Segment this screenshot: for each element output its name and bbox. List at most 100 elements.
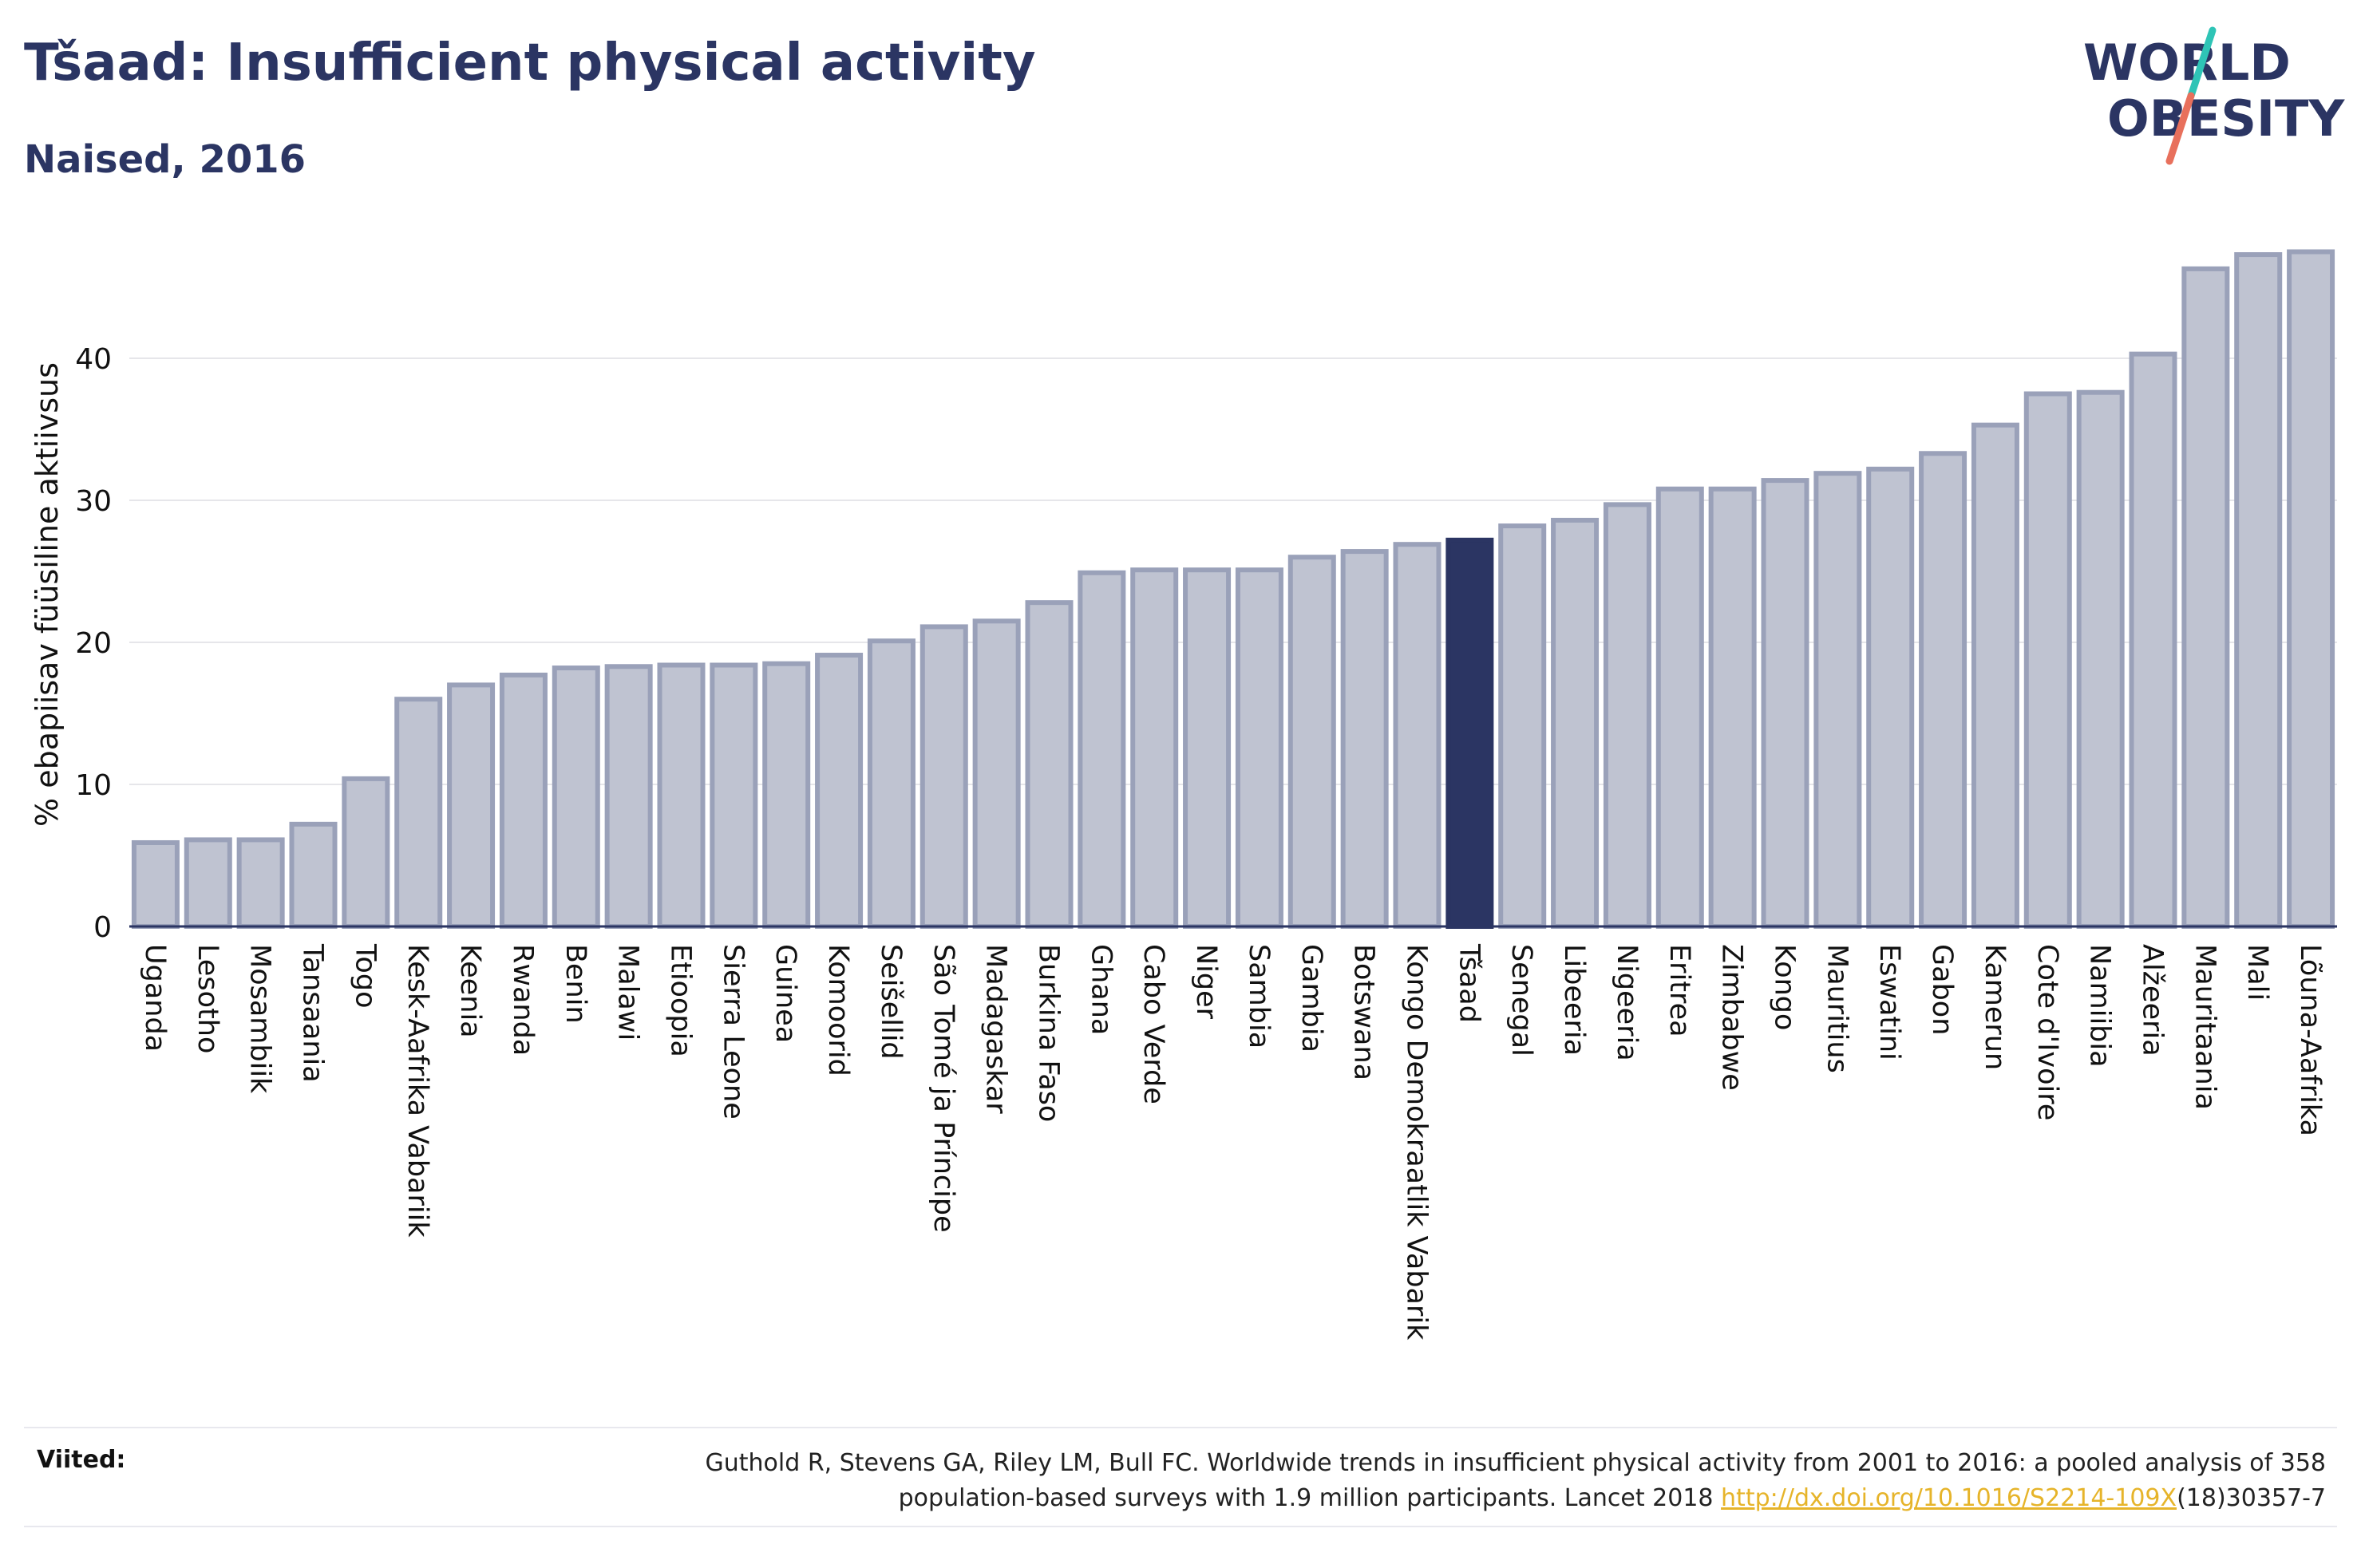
bar-20 xyxy=(1183,567,1232,929)
bar-17 xyxy=(1025,600,1074,929)
sources-citation: Guthold R, Stevens GA, Riley LM, Bull FC… xyxy=(490,1446,2326,1516)
x-tick-label: Cote d'Ivoire xyxy=(2031,944,2063,1120)
bar-40 xyxy=(2234,252,2283,929)
x-tick-label: Niger xyxy=(1190,944,1222,1020)
y-tick-label: 40 xyxy=(75,343,112,376)
bar-38 xyxy=(2129,351,2177,930)
x-tick-label: Tšaad xyxy=(1453,943,1485,1023)
x-tick-label: Zimbabwe xyxy=(1716,944,1748,1091)
logo-line2: OBESITY xyxy=(2107,89,2345,148)
bar-1 xyxy=(184,837,232,930)
x-tick-label: Mali xyxy=(2241,944,2273,1001)
x-tick-labels: Uganda Lesotho Mosambiik Tansaania Togo Kesk-… xyxy=(139,943,2326,1341)
x-tick-label: Namiibia xyxy=(2084,944,2116,1068)
x-tick-label: Sierra Leone xyxy=(717,944,749,1120)
y-tick-label: 20 xyxy=(75,627,112,660)
bar-8 xyxy=(552,666,600,929)
x-tick-label: Rwanda xyxy=(507,944,539,1056)
grid-lines xyxy=(129,357,2337,785)
y-tick-label: 10 xyxy=(75,769,112,802)
bar-39 xyxy=(2181,266,2230,929)
x-tick-label: Mauritaania xyxy=(2189,944,2221,1110)
bar-31 xyxy=(1761,478,1809,929)
bar-5 xyxy=(394,697,443,929)
bar-32 xyxy=(1813,471,1862,929)
bar-16 xyxy=(972,618,1021,929)
x-tick-label: Gambia xyxy=(1295,944,1327,1053)
x-tick-label: Seišellid xyxy=(875,944,907,1060)
bar-6 xyxy=(447,682,496,930)
bar-34 xyxy=(1919,451,1968,929)
bar-13 xyxy=(815,653,864,930)
bar-21 xyxy=(1235,567,1283,929)
x-tick-label: Libeeria xyxy=(1558,944,1590,1056)
bar-29 xyxy=(1655,486,1704,929)
citation-line2: population-based surveys with 1.9 millio… xyxy=(898,1484,1722,1512)
bar-22 xyxy=(1287,555,1336,929)
logo-slash-teal xyxy=(2187,26,2217,100)
citation-line1: Guthold R, Stevens GA, Riley LM, Bull FC… xyxy=(705,1449,2326,1477)
x-tick-label: Eswatini xyxy=(1873,944,1905,1060)
bar-35 xyxy=(1971,422,2019,929)
x-tick-label: Gabon xyxy=(1926,944,1958,1035)
x-tick-label: Alžeeria xyxy=(2137,944,2169,1057)
footer-separator-top xyxy=(24,1427,2337,1428)
x-tick-label: Sambia xyxy=(1243,944,1275,1049)
citation-link[interactable]: http://dx.doi.org/10.1016/S2214-109X xyxy=(1721,1484,2177,1512)
bar-15 xyxy=(919,624,968,929)
x-tick-label: Komoorid xyxy=(822,944,854,1076)
x-tick-label: Lõuna-Aafrika xyxy=(2294,944,2326,1136)
bar-26 xyxy=(1498,523,1547,929)
bar-25 xyxy=(1445,537,1494,930)
x-tick-label: São Tomé ja Príncipe xyxy=(927,944,959,1233)
y-tick-labels: 0 10 20 30 40 xyxy=(75,343,112,944)
bar-chart: 0 10 20 30 40 Uganda Lesotho Mosambiik Tansaani… xyxy=(30,249,2337,1341)
bar-14 xyxy=(867,638,916,929)
bar-9 xyxy=(604,664,653,929)
bar-19 xyxy=(1130,567,1179,929)
x-tick-label: Lesotho xyxy=(192,944,223,1053)
bar-33 xyxy=(1866,466,1915,929)
bar-24 xyxy=(1393,542,1442,929)
bars xyxy=(131,249,2335,930)
bar-30 xyxy=(1708,486,1757,929)
x-tick-label: Malawi xyxy=(612,944,644,1041)
x-tick-label: Keenia xyxy=(454,944,486,1038)
y-tick-label: 0 xyxy=(93,911,112,944)
bar-10 xyxy=(657,662,706,929)
y-tick-label: 30 xyxy=(75,485,112,518)
x-tick-label: Mosambiik xyxy=(244,944,276,1094)
x-tick-label: Uganda xyxy=(139,944,171,1052)
x-tick-label: Kesk-Aafrika Vabariik xyxy=(401,944,433,1238)
x-tick-label: Tansaania xyxy=(297,943,329,1083)
bar-0 xyxy=(131,839,180,929)
x-tick-label: Kongo xyxy=(1769,944,1801,1030)
footer-separator-bottom xyxy=(24,1526,2337,1527)
sources-label: Viited: xyxy=(37,1446,126,1474)
x-tick-label: Guinea xyxy=(769,944,801,1043)
x-tick-label: Etioopia xyxy=(665,944,697,1057)
bar-3 xyxy=(289,821,338,929)
bar-4 xyxy=(342,776,390,929)
bar-7 xyxy=(499,672,548,929)
x-tick-label: Cabo Verde xyxy=(1137,944,1169,1104)
bar-12 xyxy=(762,661,811,929)
x-tick-label: Benin xyxy=(560,944,591,1024)
bar-37 xyxy=(2076,389,2125,930)
x-tick-label: Mauritius xyxy=(1821,944,1853,1073)
x-tick-label: Senegal xyxy=(1505,944,1537,1057)
page-title: Tšaad: Insufficient physical activity xyxy=(24,34,1036,93)
x-tick-label: Togo xyxy=(349,943,381,1008)
bar-41 xyxy=(2287,249,2335,929)
logo-slash-coral xyxy=(2165,92,2195,165)
page-subtitle: Naised, 2016 xyxy=(24,137,306,182)
bar-36 xyxy=(2023,391,2072,929)
world-obesity-logo: WORLD OBESITY xyxy=(2083,26,2345,165)
x-tick-label: Ghana xyxy=(1085,944,1117,1035)
x-tick-label: Kongo Demokraatlik Vabarik xyxy=(1401,944,1433,1341)
x-tick-label: Kamerun xyxy=(1979,944,2011,1070)
logo-line1: WORLD xyxy=(2083,34,2291,92)
bar-23 xyxy=(1340,549,1389,930)
x-tick-label: Eritrea xyxy=(1663,944,1695,1037)
x-tick-label: Nigeeria xyxy=(1611,944,1643,1061)
